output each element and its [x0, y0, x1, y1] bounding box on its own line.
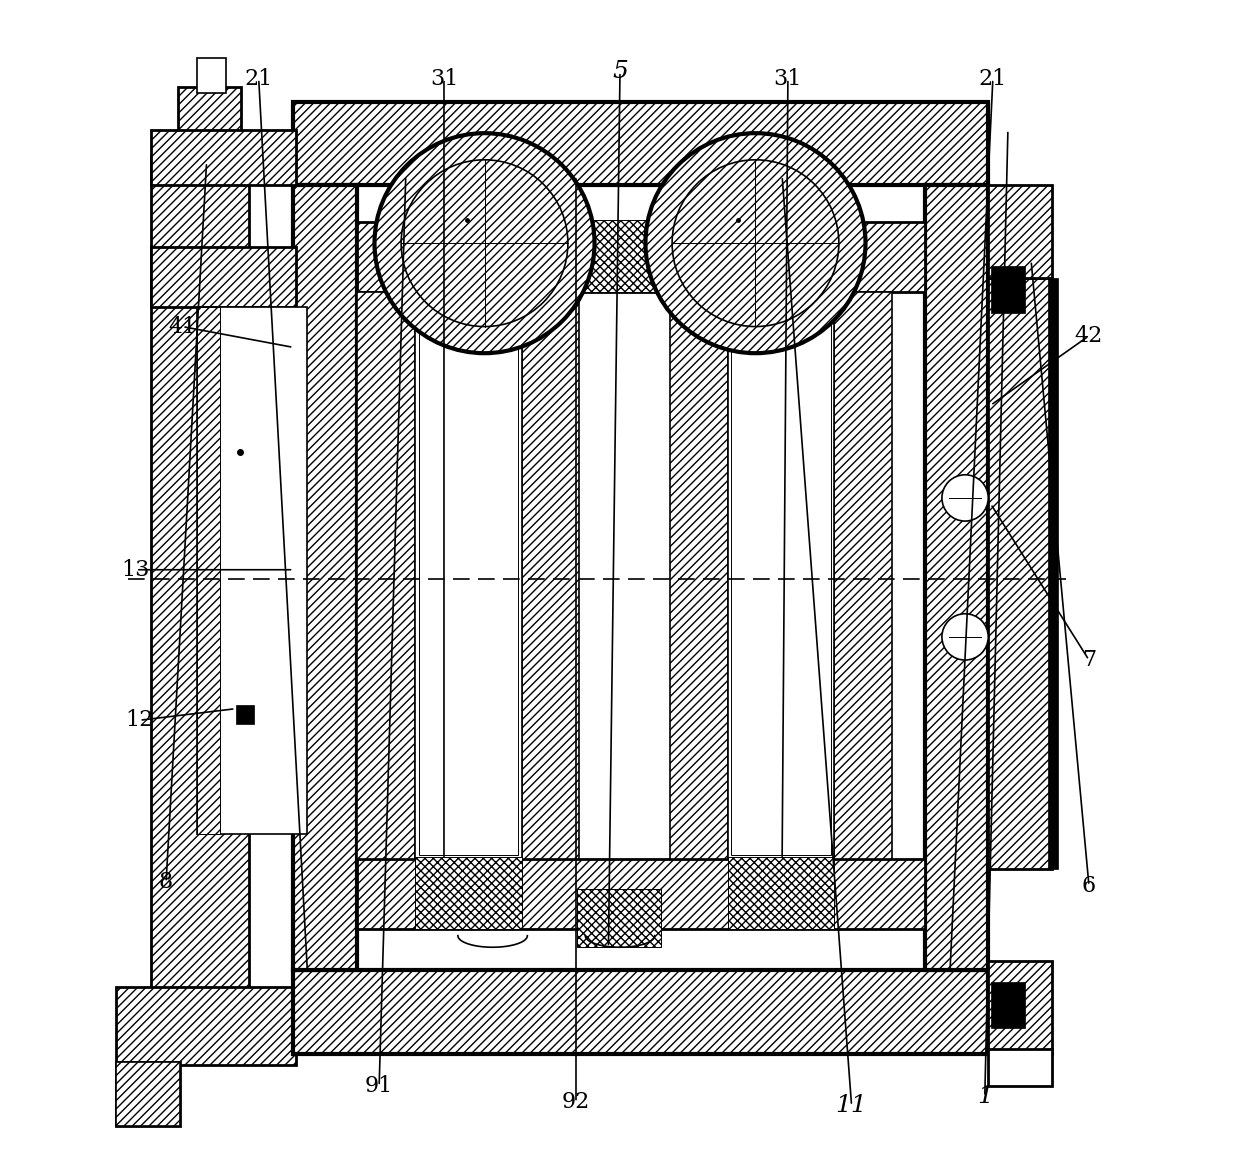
- Bar: [357, 292, 415, 859]
- Text: 1: 1: [977, 1085, 993, 1108]
- Bar: [419, 296, 518, 855]
- Bar: [294, 970, 988, 1054]
- Bar: [294, 102, 988, 185]
- Bar: [835, 292, 892, 859]
- Bar: [991, 266, 1025, 313]
- Text: 31: 31: [430, 68, 458, 89]
- Bar: [357, 222, 925, 292]
- Circle shape: [942, 614, 988, 660]
- Bar: [236, 705, 254, 724]
- Text: 12: 12: [125, 710, 154, 731]
- Text: 41: 41: [169, 316, 196, 337]
- Text: 42: 42: [1075, 325, 1104, 346]
- Bar: [522, 292, 579, 859]
- Bar: [294, 185, 357, 970]
- Bar: [117, 1062, 180, 1126]
- Text: 92: 92: [562, 1092, 590, 1113]
- Bar: [988, 1049, 1052, 1086]
- Text: 91: 91: [365, 1076, 393, 1097]
- Bar: [988, 961, 1052, 1054]
- Text: 21: 21: [244, 68, 273, 89]
- Text: 8: 8: [159, 872, 174, 893]
- Bar: [728, 236, 835, 292]
- Bar: [991, 982, 1025, 1028]
- Text: 31: 31: [774, 68, 802, 89]
- Bar: [670, 292, 728, 859]
- Bar: [415, 236, 522, 292]
- Bar: [117, 987, 296, 1065]
- Bar: [415, 292, 522, 859]
- Bar: [1049, 278, 1058, 868]
- Circle shape: [646, 133, 866, 353]
- Bar: [415, 857, 522, 929]
- Bar: [177, 87, 242, 156]
- Circle shape: [942, 475, 988, 521]
- Bar: [728, 857, 835, 929]
- Bar: [197, 307, 221, 834]
- Bar: [151, 130, 296, 185]
- Bar: [728, 292, 835, 859]
- Circle shape: [374, 133, 594, 353]
- Text: 5: 5: [613, 60, 627, 83]
- Text: 13: 13: [122, 559, 150, 580]
- Bar: [925, 185, 988, 970]
- Bar: [151, 156, 249, 990]
- Bar: [988, 185, 1052, 278]
- Bar: [577, 889, 661, 947]
- Bar: [117, 1062, 180, 1126]
- Bar: [357, 859, 925, 929]
- Text: 11: 11: [836, 1094, 868, 1117]
- Bar: [197, 58, 226, 93]
- Text: 6: 6: [1083, 875, 1096, 896]
- Bar: [151, 247, 296, 307]
- Text: 21: 21: [978, 68, 1007, 89]
- Bar: [988, 278, 1052, 868]
- Text: 7: 7: [1083, 650, 1096, 670]
- Bar: [577, 220, 661, 292]
- Bar: [732, 296, 831, 855]
- Bar: [197, 307, 308, 834]
